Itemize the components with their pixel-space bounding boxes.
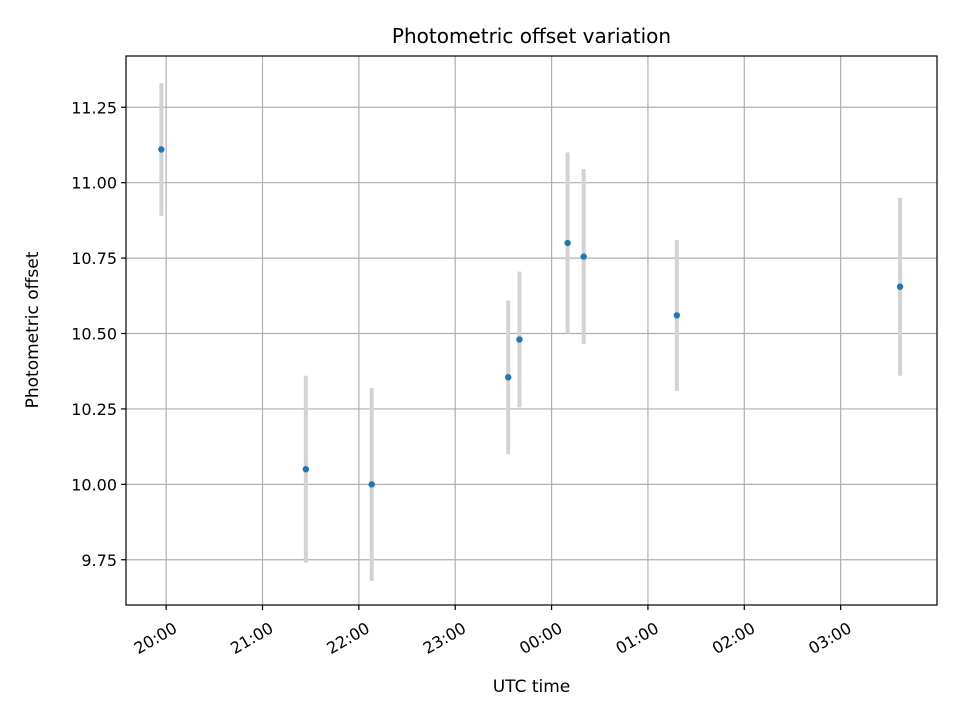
data-point <box>505 374 512 381</box>
y-axis-ticks: 9.75 10.00 10.25 10.50 10.75 11.00 11.25 <box>71 98 126 570</box>
data-point <box>516 336 523 343</box>
y-tick-label: 11.25 <box>71 98 117 117</box>
data-point <box>580 253 587 260</box>
data-point <box>564 239 571 247</box>
y-tick-label: 11.00 <box>71 174 117 193</box>
grid <box>126 56 937 605</box>
data-point <box>896 283 904 290</box>
x-axis-label: UTC time <box>493 677 571 697</box>
data-point <box>158 146 165 153</box>
data-point <box>302 466 310 473</box>
plot-frame <box>125 55 938 606</box>
data-points <box>158 146 904 488</box>
data-point <box>368 481 375 488</box>
y-tick-label: 10.00 <box>71 475 117 494</box>
y-axis-label: Photometric offset <box>23 251 43 408</box>
y-tick-label: 9.75 <box>81 551 117 570</box>
y-tick-label: 10.75 <box>71 249 117 268</box>
y-tick-label: 10.50 <box>71 325 117 344</box>
chart-title: Photometric offset variation <box>392 24 671 48</box>
y-tick-label: 10.25 <box>71 400 117 419</box>
data-point <box>673 312 681 319</box>
